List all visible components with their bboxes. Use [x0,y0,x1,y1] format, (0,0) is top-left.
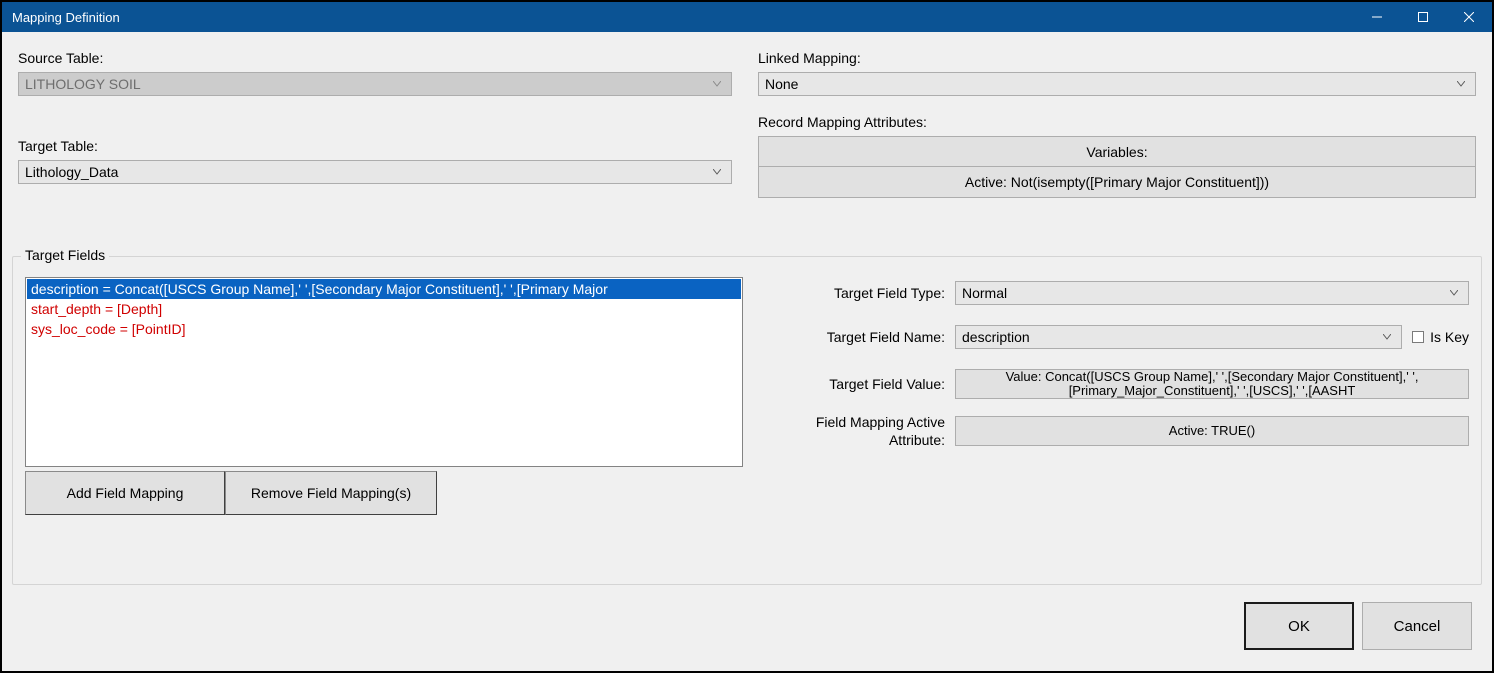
close-button[interactable] [1446,2,1492,32]
linked-mapping-label: Linked Mapping: [758,50,1476,66]
field-mapping-list[interactable]: description = Concat([USCS Group Name],'… [25,277,743,467]
row-type: Target Field Type: Normal [777,281,1469,305]
source-table-combo: LITHOLOGY SOIL [18,72,732,96]
cancel-label: Cancel [1394,618,1441,635]
name-value: description [962,329,1383,345]
variables-button-label: Variables: [1086,144,1147,160]
remove-btn-label: Remove Field Mapping(s) [251,485,411,501]
name-label: Target Field Name: [777,329,955,345]
linked-mapping-value: None [765,76,1457,92]
title-bar: Mapping Definition [2,2,1492,32]
source-table-label: Source Table: [18,50,732,66]
window-title: Mapping Definition [12,10,120,25]
target-fields-fieldset: Target Fields description = Concat([USCS… [12,256,1482,585]
target-table-label: Target Table: [18,138,732,154]
target-table-value: Lithology_Data [25,164,713,180]
row-name: Target Field Name: description Is Key [777,325,1469,349]
target-fields-legend: Target Fields [21,247,109,263]
chevron-down-icon [713,169,727,175]
ok-label: OK [1288,618,1310,635]
type-label: Target Field Type: [777,285,955,301]
value-label: Target Field Value: [777,376,955,392]
row-active: Field Mapping Active Attribute: Active: … [777,413,1469,449]
list-panel: description = Concat([USCS Group Name],'… [25,277,743,572]
cancel-button[interactable]: Cancel [1362,602,1472,650]
variables-button[interactable]: Variables: [759,137,1475,167]
list-item[interactable]: description = Concat([USCS Group Name],'… [27,279,741,299]
right-panel: Linked Mapping: None Record Mapping Attr… [752,40,1482,212]
bottom-bar: OK Cancel [12,591,1482,661]
form-panel: Target Field Type: Normal Target Field N… [777,277,1469,572]
active-expr-label: Active: Not(isempty([Primary Major Const… [965,174,1269,190]
chevron-down-icon [713,81,727,87]
remove-field-mapping-button[interactable]: Remove Field Mapping(s) [225,471,437,515]
chevron-down-icon [1383,334,1397,340]
divider [757,277,763,572]
ok-button[interactable]: OK [1244,602,1354,650]
fieldset-inner: description = Concat([USCS Group Name],'… [25,277,1469,572]
active-text: Active: TRUE() [1169,424,1255,438]
list-buttons: Add Field Mapping Remove Field Mapping(s… [25,471,743,515]
content-area: Source Table: LITHOLOGY SOIL Target Tabl… [12,40,1482,661]
chevron-down-icon [1450,290,1464,296]
window-frame: Mapping Definition Source Table: LITHOLO… [1,1,1493,672]
record-mapping-label: Record Mapping Attributes: [758,114,1476,130]
add-field-mapping-button[interactable]: Add Field Mapping [25,471,225,515]
record-mapping-box: Variables: Active: Not(isempty([Primary … [758,136,1476,198]
list-item[interactable]: sys_loc_code = [PointID] [27,319,741,339]
linked-mapping-combo[interactable]: None [758,72,1476,96]
active-expr-button[interactable]: Active: Not(isempty([Primary Major Const… [759,167,1475,197]
target-field-name-combo[interactable]: description [955,325,1402,349]
active-label: Field Mapping Active Attribute: [777,413,955,449]
target-field-value-button[interactable]: Value: Concat([USCS Group Name],' ',[Sec… [955,369,1469,399]
left-panel: Source Table: LITHOLOGY SOIL Target Tabl… [12,40,738,212]
value-text: Value: Concat([USCS Group Name],' ',[Sec… [960,370,1464,398]
list-item[interactable]: start_depth = [Depth] [27,299,741,319]
target-field-type-combo[interactable]: Normal [955,281,1469,305]
add-btn-label: Add Field Mapping [67,485,184,501]
source-table-value: LITHOLOGY SOIL [25,76,713,92]
row-value: Target Field Value: Value: Concat([USCS … [777,369,1469,399]
maximize-button[interactable] [1400,2,1446,32]
window-controls [1354,2,1492,32]
field-mapping-active-button[interactable]: Active: TRUE() [955,416,1469,446]
is-key-checkbox[interactable]: Is Key [1412,329,1469,345]
chevron-down-icon [1457,81,1471,87]
target-table-combo[interactable]: Lithology_Data [18,160,732,184]
is-key-label: Is Key [1430,329,1469,345]
type-value: Normal [962,285,1450,301]
minimize-button[interactable] [1354,2,1400,32]
top-row: Source Table: LITHOLOGY SOIL Target Tabl… [12,40,1482,212]
checkbox-icon [1412,331,1424,343]
